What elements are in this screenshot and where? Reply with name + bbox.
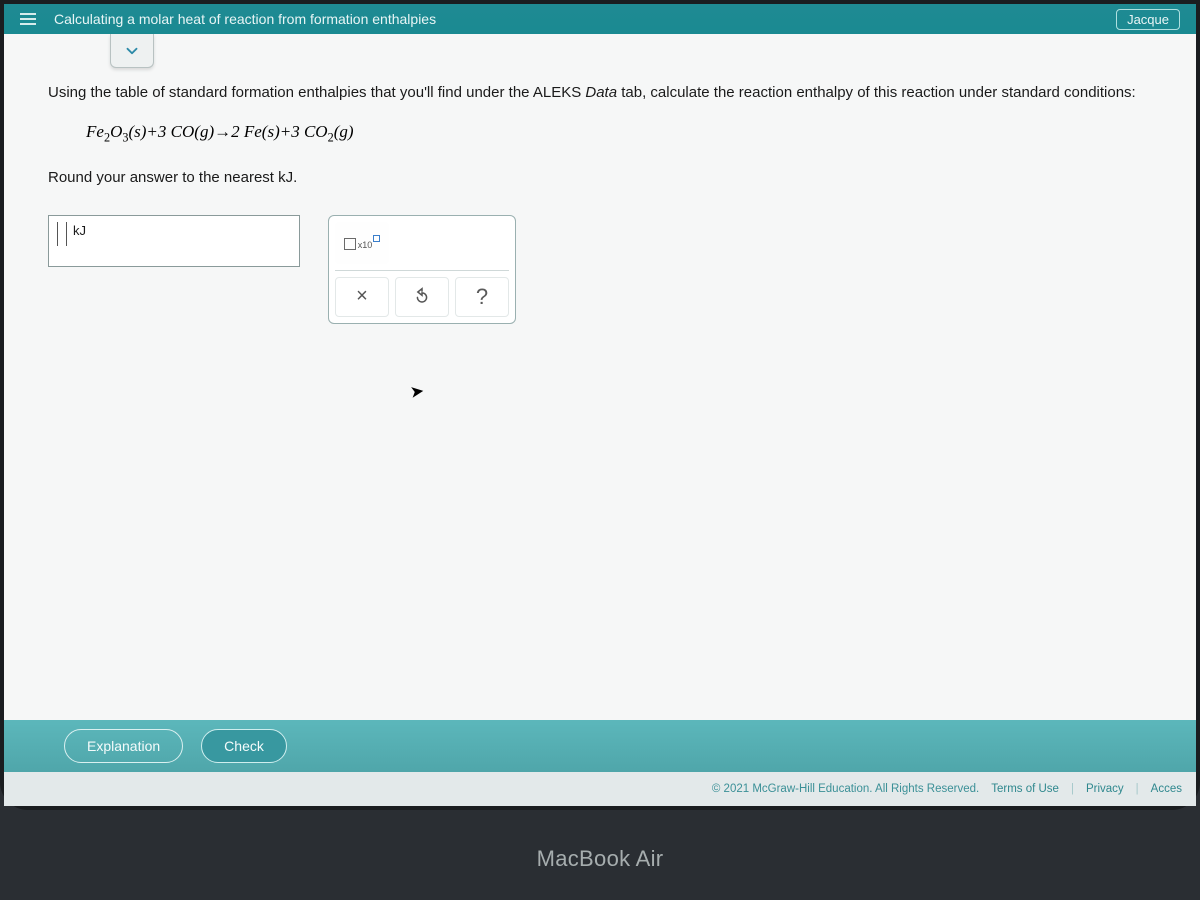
- answer-row: kJ x10 ×: [48, 215, 1168, 324]
- copyright-text: © 2021 McGraw-Hill Education. All Rights…: [712, 783, 979, 795]
- question-body: Using the table of standard formation en…: [4, 34, 1196, 324]
- sci-notation-button[interactable]: x10: [335, 222, 389, 264]
- tool-panel: x10 × ?: [328, 215, 516, 324]
- page-title: Calculating a molar heat of reaction fro…: [54, 11, 1116, 27]
- accessibility-link[interactable]: Acces: [1151, 783, 1182, 795]
- menu-icon[interactable]: [20, 13, 36, 25]
- intro-prefix: Using the table of standard formation en…: [48, 84, 585, 101]
- round-note: Round your answer to the nearest kJ.: [48, 167, 1168, 189]
- check-button[interactable]: Check: [201, 729, 287, 763]
- terms-link[interactable]: Terms of Use: [991, 783, 1059, 795]
- device-label: MacBook Air: [0, 846, 1200, 872]
- privacy-link[interactable]: Privacy: [1086, 783, 1124, 795]
- answer-unit: kJ: [73, 222, 86, 241]
- reset-button[interactable]: [395, 277, 449, 317]
- intro-emph: Data: [585, 84, 617, 101]
- help-button[interactable]: ?: [455, 277, 509, 317]
- clear-icon: ×: [356, 285, 368, 308]
- header-bar: Calculating a molar heat of reaction fro…: [4, 4, 1196, 34]
- expand-tab[interactable]: [110, 34, 154, 68]
- footer-divider: |: [1136, 783, 1139, 795]
- reset-icon: [412, 287, 432, 307]
- input-cursor-icon: [57, 222, 67, 246]
- mouse-cursor-icon: ➤: [409, 381, 426, 403]
- bottom-bar: Explanation Check: [4, 720, 1196, 772]
- reaction-equation: Fe2O3(s)+3 CO(g)→2 Fe(s)+3 CO2(g): [86, 120, 1168, 147]
- footer-divider: |: [1071, 783, 1074, 795]
- explanation-button[interactable]: Explanation: [64, 729, 183, 763]
- sci-notation-icon: x10: [344, 235, 381, 250]
- answer-input[interactable]: kJ: [48, 215, 300, 267]
- help-icon: ?: [476, 284, 488, 310]
- question-intro: Using the table of standard formation en…: [48, 82, 1168, 104]
- user-badge[interactable]: Jacque: [1116, 9, 1180, 30]
- content-panel: Using the table of standard formation en…: [4, 34, 1196, 806]
- intro-suffix: tab, calculate the reaction enthalpy of …: [617, 84, 1136, 101]
- screen-frame: Calculating a molar heat of reaction fro…: [0, 0, 1200, 810]
- chevron-down-icon: [123, 42, 141, 60]
- footer: © 2021 McGraw-Hill Education. All Rights…: [4, 772, 1196, 806]
- clear-button[interactable]: ×: [335, 277, 389, 317]
